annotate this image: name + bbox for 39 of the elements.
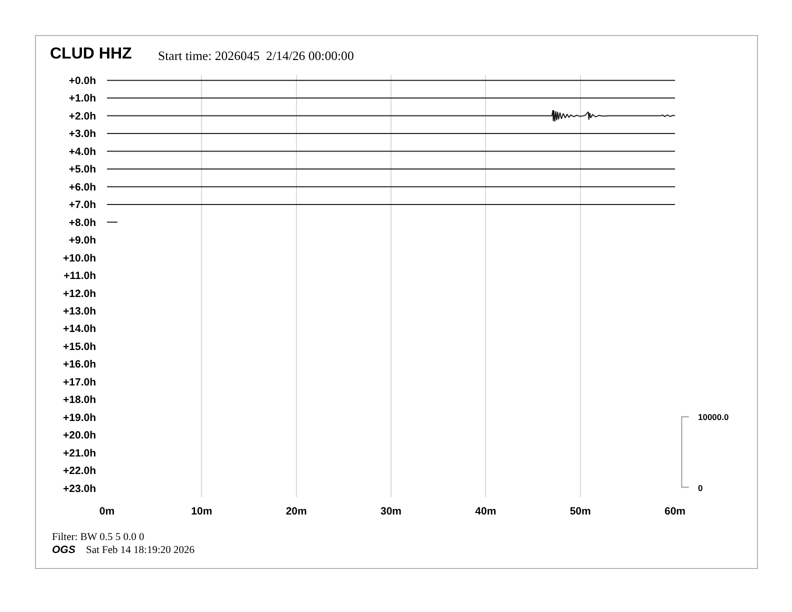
y-tick-label: +6.0h — [68, 181, 96, 194]
y-tick-label: +14.0h — [63, 323, 96, 336]
y-tick-label: +17.0h — [63, 376, 96, 388]
y-tick-label: +5.0h — [68, 164, 96, 176]
y-tick-label: +18.0h — [63, 394, 96, 406]
y-tick-label: +4.0h — [68, 146, 96, 158]
x-tick-label: 60m — [664, 506, 686, 518]
text: OGS — [52, 544, 76, 556]
y-tick-label: +3.0h — [68, 128, 96, 140]
x-tick-label: 20m — [286, 506, 307, 518]
x-tick-label: 30m — [380, 506, 402, 518]
chart-title: CLUD HHZ — [50, 46, 132, 63]
x-tick-label: 50m — [570, 506, 591, 518]
y-tick-label: +22.0h — [63, 465, 96, 478]
y-tick-label: +0.0h — [68, 74, 96, 87]
x-tick-label: 0m — [99, 506, 115, 518]
y-tick-label: +12.0h — [63, 288, 96, 300]
y-tick-label: +7.0h — [68, 199, 96, 212]
x-tick-label: 40m — [475, 506, 496, 518]
text: 0 — [698, 483, 703, 493]
line-series — [107, 110, 675, 122]
y-tick-label: +20.0h — [63, 430, 96, 442]
text: 10000.0 — [698, 412, 729, 422]
y-tick-label: +21.0h — [63, 447, 96, 460]
chart-subtitle: Start time: 2026045 2/14/26 00:00:00 — [158, 49, 354, 63]
text: Sat Feb 14 18:19:20 2026 — [86, 545, 195, 556]
text: Filter: BW 0.5 5 0.0 0 — [52, 532, 144, 543]
y-tick-label: +16.0h — [63, 358, 96, 371]
y-tick-label: +8.0h — [68, 216, 96, 229]
y-tick-label: +15.0h — [63, 340, 96, 353]
y-tick-label: +2.0h — [68, 110, 96, 122]
x-tick-label: 10m — [191, 506, 212, 518]
y-tick-label: +19.0h — [63, 412, 96, 424]
y-tick-label: +23.0h — [63, 482, 96, 495]
y-tick-label: +1.0h — [68, 92, 96, 105]
y-tick-label: +11.0h — [64, 270, 96, 282]
y-tick-label: +10.0h — [63, 252, 96, 264]
y-tick-label: +9.0h — [68, 234, 96, 247]
y-tick-label: +13.0h — [63, 305, 96, 318]
